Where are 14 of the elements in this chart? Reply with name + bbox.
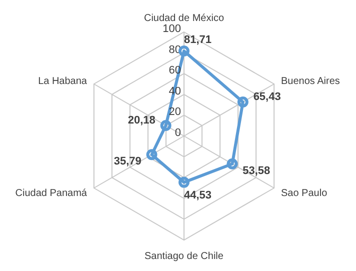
data-label: 35,79	[114, 156, 142, 168]
spoke-label: Ciudad de México	[144, 13, 224, 24]
data-label: 65,43	[253, 90, 281, 103]
data-label: 44,53	[184, 189, 212, 202]
spoke-label: Sao Paulo	[280, 188, 328, 199]
spoke-label: La Habana	[38, 76, 88, 87]
data-label: 53,58	[242, 164, 270, 177]
data-label: 20,18	[128, 114, 156, 127]
spoke-label: Buenos Aires	[280, 76, 340, 87]
spoke-label: Ciudad Panamá	[15, 188, 88, 199]
data-label: 81,71	[184, 34, 212, 46]
spoke-label: Santiago de Chile	[144, 251, 224, 262]
y-tick-label: 0	[174, 127, 181, 139]
y-tick-label: 100	[162, 23, 181, 35]
